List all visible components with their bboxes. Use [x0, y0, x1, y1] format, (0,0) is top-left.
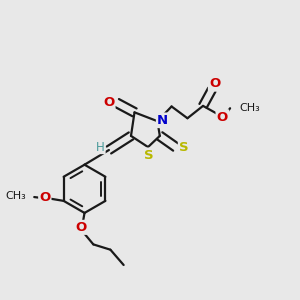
Text: S: S [179, 141, 189, 154]
Text: H: H [96, 141, 105, 154]
Text: O: O [103, 96, 114, 109]
Text: O: O [39, 190, 50, 204]
Text: N: N [157, 114, 168, 127]
Text: O: O [217, 111, 228, 124]
Text: CH₃: CH₃ [239, 103, 260, 113]
Text: CH₃: CH₃ [5, 191, 26, 202]
Text: O: O [75, 221, 87, 234]
Text: O: O [209, 77, 220, 90]
Text: S: S [144, 149, 154, 162]
